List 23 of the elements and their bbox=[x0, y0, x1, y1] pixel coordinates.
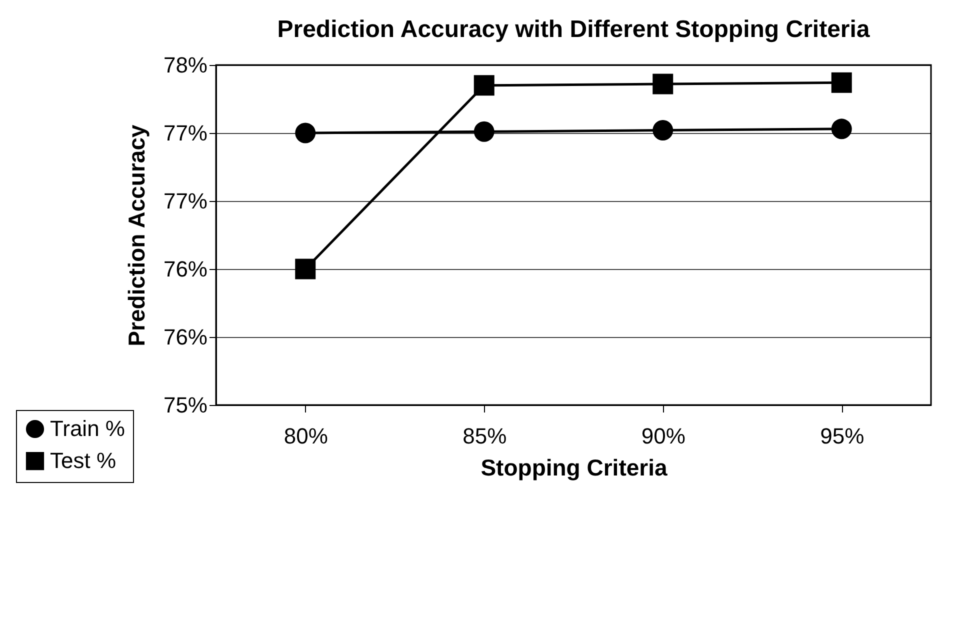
point bbox=[652, 74, 674, 94]
y-tick-label: 77% bbox=[163, 188, 208, 214]
legend-label: Train % bbox=[50, 416, 125, 441]
y-tick-label: 75% bbox=[163, 392, 208, 418]
point bbox=[474, 121, 494, 142]
x-tick-label: 85% bbox=[462, 424, 507, 448]
x-tick-label: 95% bbox=[820, 424, 864, 448]
point bbox=[474, 75, 494, 96]
legend-label: Test % bbox=[50, 448, 116, 473]
point bbox=[652, 120, 674, 141]
x-tick-label: 90% bbox=[641, 424, 686, 448]
point bbox=[831, 118, 852, 140]
point bbox=[831, 72, 852, 93]
y-tick-label: 76% bbox=[163, 324, 208, 350]
y-axis-title: Prediction Accuracy bbox=[123, 124, 150, 346]
point bbox=[295, 258, 316, 280]
point bbox=[295, 122, 316, 144]
chart-title: Prediction Accuracy with Different Stopping Criteria bbox=[277, 16, 870, 43]
y-tick-label: 78% bbox=[163, 52, 208, 78]
x-axis-title: Stopping Criteria bbox=[480, 454, 668, 480]
x-tick-label: 80% bbox=[284, 424, 328, 448]
y-tick-label: 76% bbox=[163, 256, 208, 282]
y-tick-label: 77% bbox=[163, 120, 208, 146]
